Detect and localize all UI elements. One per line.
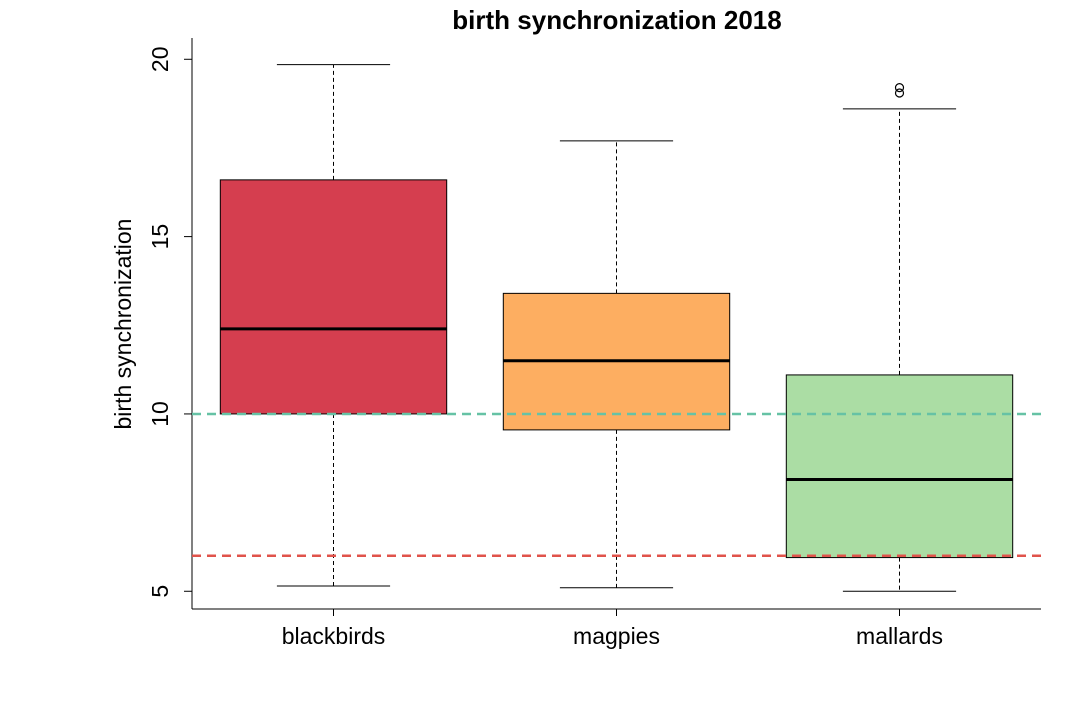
outlier-point xyxy=(894,88,905,98)
y-tick-label: 10 xyxy=(147,401,173,427)
x-tick-label: mallards xyxy=(856,623,943,649)
y-tick-label: 5 xyxy=(147,585,173,598)
plot-area: 5 10 15 20 blackbirds magpies mallards xyxy=(147,38,1041,649)
outlier-point xyxy=(894,83,905,93)
x-tick-label: blackbirds xyxy=(282,623,386,649)
box-mallards xyxy=(785,374,1014,559)
y-tick-label: 20 xyxy=(147,46,173,72)
x-tick-label: magpies xyxy=(573,623,660,649)
y-axis-label: birth synchronization xyxy=(110,219,136,430)
chart-title: birth synchronization 2018 xyxy=(452,5,781,35)
y-tick-label: 15 xyxy=(147,224,173,250)
box-blackbirds xyxy=(219,179,448,415)
